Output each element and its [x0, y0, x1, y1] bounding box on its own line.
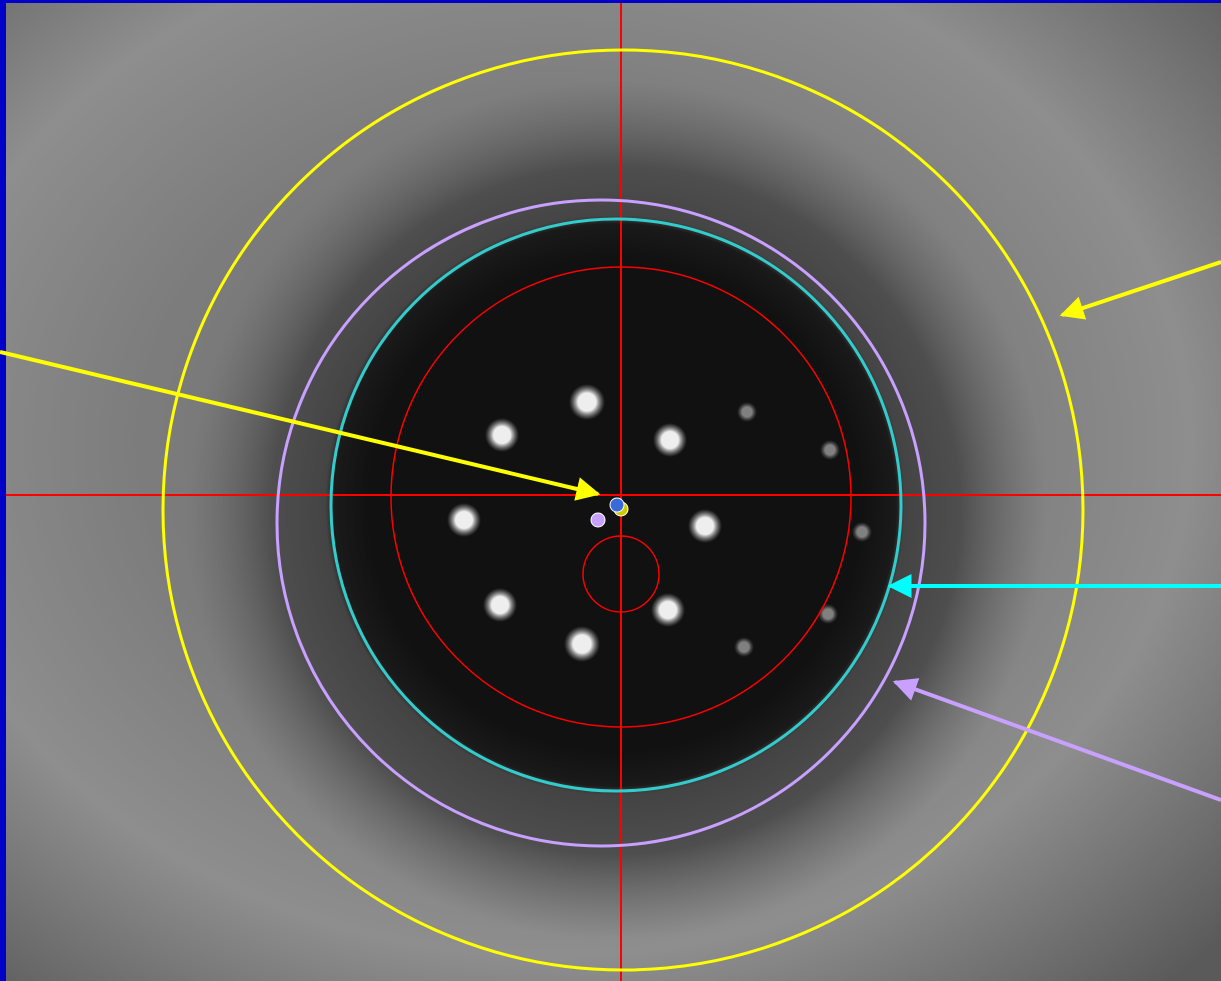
- center-markers: [590, 497, 629, 528]
- arrows: [0, 260, 1221, 802]
- overlay: [6, 3, 1221, 981]
- reflection-dots: [447, 384, 872, 662]
